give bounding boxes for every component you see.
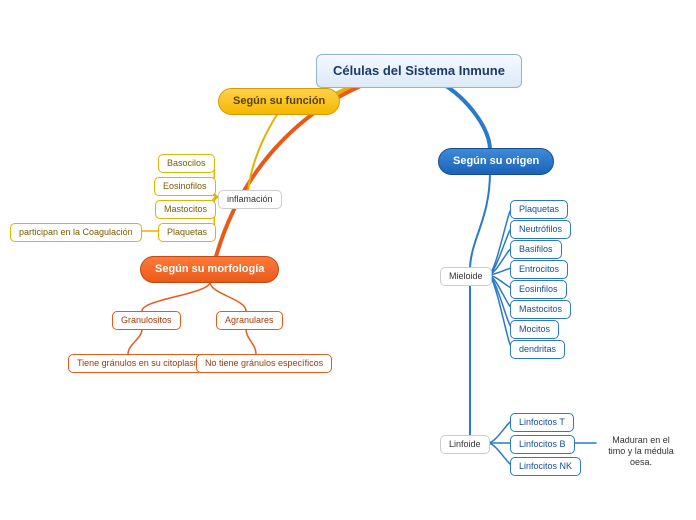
funcion-hub: inflamación	[218, 190, 282, 209]
mieloide-leaf-2: Basifilos	[510, 240, 562, 259]
root-node: Células del Sistema Inmune	[316, 54, 522, 88]
branch-origen: Según su origen	[438, 148, 554, 175]
funcion-leaf-1: Eosinofilos	[154, 177, 216, 196]
funcion-leaf-3: Plaquetas	[158, 223, 216, 242]
morfologia-grandchild-0: Tiene gránulos en su citoplasma	[68, 354, 215, 373]
mieloide-leaf-3: Entrocitos	[510, 260, 568, 279]
branch-morfologia: Según su morfología	[140, 256, 279, 283]
morfologia-grandchild-1: No tiene gránulos específicos	[196, 354, 332, 373]
linfoide-leaf-2: Linfocitos NK	[510, 457, 581, 476]
morfologia-child-1: Agranulares	[216, 311, 283, 330]
mieloide-leaf-1: Neutrófilos	[510, 220, 571, 239]
mieloide-leaf-7: dendritas	[510, 340, 565, 359]
mieloide-leaf-4: Eosinfilos	[510, 280, 567, 299]
mieloide-leaf-5: Mastocitos	[510, 300, 571, 319]
linfoide-leaf-1: Linfocitos B	[510, 435, 575, 454]
funcion-leaf-2: Mastocitos	[155, 200, 216, 219]
origen-linfoide: Linfoide	[440, 435, 490, 454]
origen-mieloide: Mieloide	[440, 267, 492, 286]
linfoide-leaf-0: Linfocitos T	[510, 413, 574, 432]
funcion-leaf-0: Basocilos	[158, 154, 215, 173]
coagulacion-note: participan en la Coagulación	[10, 223, 142, 242]
branch-funcion: Según su función	[218, 88, 340, 115]
mieloide-leaf-0: Plaquetas	[510, 200, 568, 219]
mieloide-leaf-6: Mocitos	[510, 320, 559, 339]
linfoide-note: Maduran en el timo y la médula oesa.	[596, 431, 686, 471]
morfologia-child-0: Granulositos	[112, 311, 181, 330]
